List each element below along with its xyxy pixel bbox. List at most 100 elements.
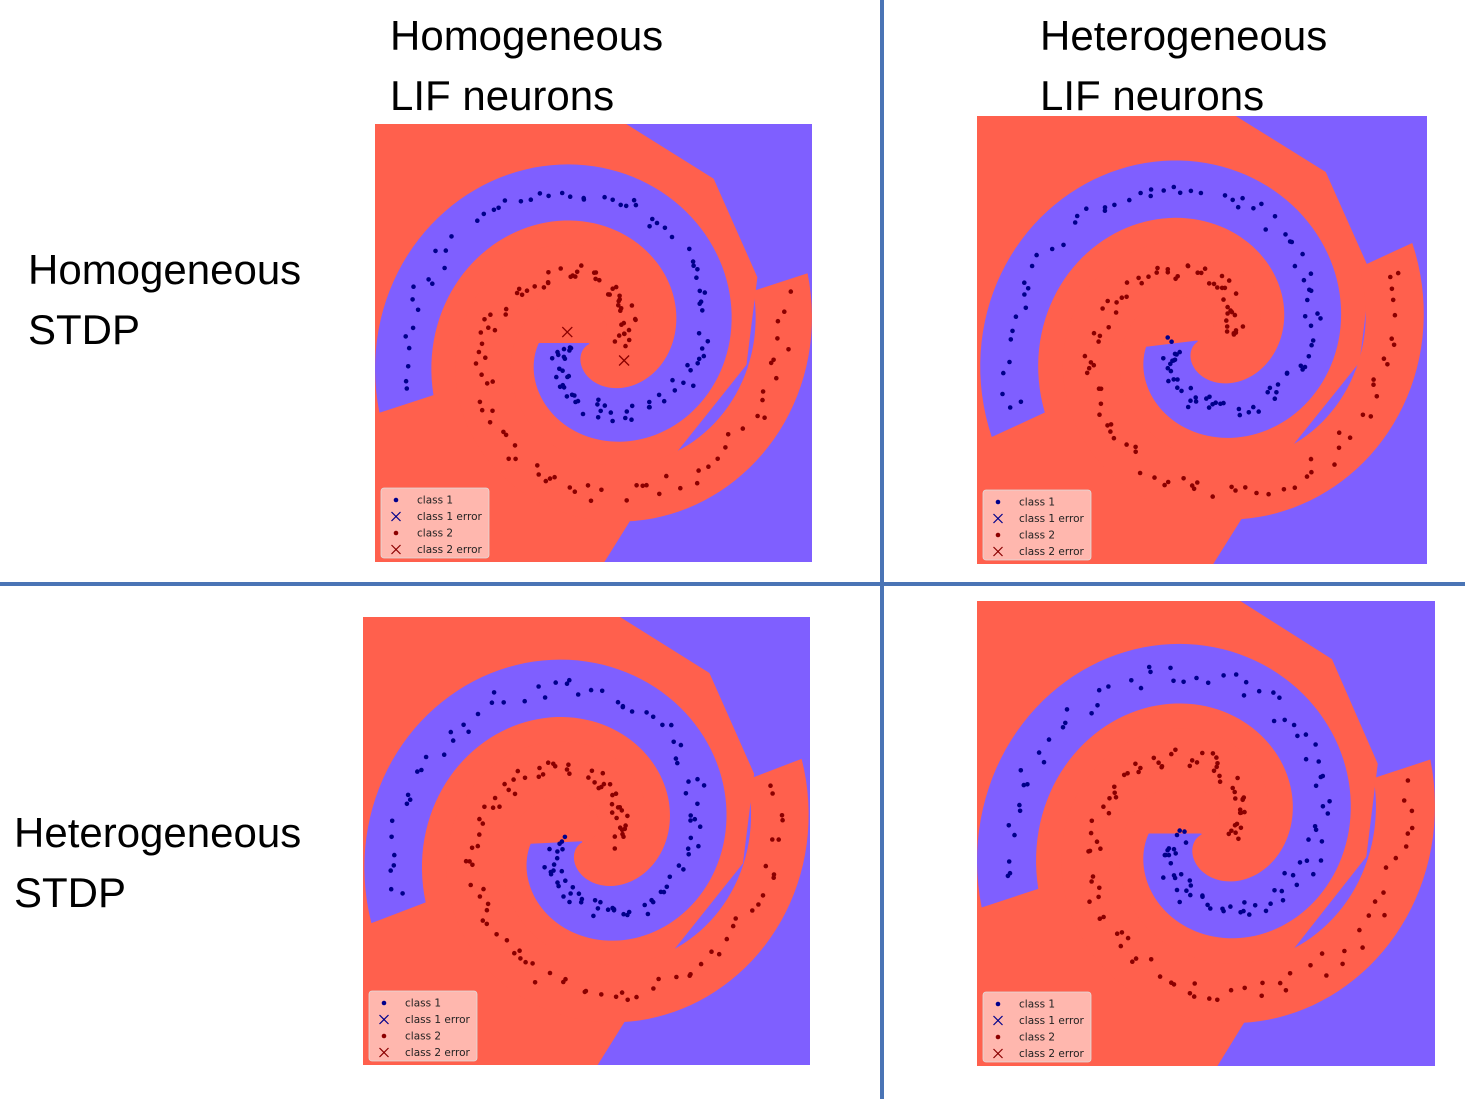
class1-point bbox=[491, 207, 497, 213]
class1-point bbox=[626, 909, 632, 915]
class2-point bbox=[1106, 325, 1111, 330]
class2-point bbox=[1368, 414, 1374, 419]
class1-point bbox=[1018, 768, 1024, 773]
class1-point bbox=[1247, 912, 1252, 917]
class1-point bbox=[1102, 208, 1108, 213]
class1-point bbox=[1272, 396, 1278, 402]
class2-point bbox=[1098, 401, 1104, 407]
class2-point bbox=[1405, 778, 1411, 783]
class1-point bbox=[557, 366, 562, 372]
class2-point bbox=[1347, 435, 1353, 441]
class2-point bbox=[1125, 935, 1131, 941]
class1-point bbox=[1306, 837, 1311, 842]
class1-point bbox=[595, 906, 601, 911]
class2-point bbox=[1391, 342, 1397, 348]
class2-point bbox=[1187, 763, 1193, 769]
class2-point bbox=[487, 420, 493, 425]
class2-point bbox=[1382, 912, 1387, 918]
class1-point bbox=[598, 408, 603, 414]
class2-point bbox=[629, 303, 635, 308]
class2-point bbox=[776, 837, 781, 842]
class2-error-marker bbox=[561, 326, 573, 338]
class2-point bbox=[1224, 329, 1230, 334]
class1-point bbox=[423, 754, 429, 760]
class1-point bbox=[1272, 214, 1278, 219]
class1-point bbox=[450, 738, 456, 743]
class2-point bbox=[694, 480, 700, 486]
class2-point bbox=[771, 875, 776, 880]
class2-point bbox=[623, 343, 628, 349]
class2-point bbox=[490, 805, 496, 810]
class1-point bbox=[442, 265, 447, 271]
class1-point bbox=[501, 700, 506, 705]
class2-point bbox=[536, 774, 542, 780]
class2-point bbox=[469, 845, 475, 851]
class1-point bbox=[1182, 829, 1187, 834]
class2-point bbox=[483, 355, 488, 360]
class2-point bbox=[1211, 768, 1217, 774]
class1-point bbox=[1313, 742, 1318, 747]
class2-point bbox=[585, 483, 591, 488]
class2-point bbox=[1366, 913, 1372, 918]
class1-point bbox=[392, 852, 397, 858]
class2-point bbox=[723, 445, 728, 450]
class1-point bbox=[1060, 725, 1066, 730]
class2-point bbox=[634, 994, 639, 1000]
class2-point bbox=[1101, 914, 1106, 920]
class1-point bbox=[1168, 361, 1173, 367]
class2-point bbox=[1159, 764, 1164, 770]
class2-point bbox=[1137, 470, 1143, 476]
class2-point bbox=[477, 399, 483, 405]
class2-point bbox=[750, 908, 755, 913]
class1-point bbox=[1148, 187, 1154, 192]
class2-point bbox=[1105, 423, 1110, 428]
class1-point bbox=[1174, 352, 1179, 357]
class2-point bbox=[1101, 804, 1106, 809]
class2-point bbox=[1133, 761, 1138, 767]
class1-point bbox=[1173, 851, 1178, 856]
class1-point bbox=[537, 191, 543, 196]
class1-point bbox=[1297, 860, 1303, 865]
class2-point bbox=[1169, 751, 1174, 757]
class1-point bbox=[1282, 870, 1287, 876]
legend-class1-marker bbox=[995, 499, 1001, 505]
class1-point bbox=[671, 739, 676, 745]
class2-point bbox=[513, 456, 518, 462]
class2-point bbox=[1228, 987, 1234, 993]
class2-point bbox=[593, 270, 599, 275]
class2-point bbox=[1388, 274, 1393, 280]
class2-point bbox=[547, 970, 553, 976]
class2-point bbox=[1243, 485, 1248, 490]
class1-point bbox=[1089, 711, 1094, 716]
class2-point bbox=[1342, 948, 1347, 954]
legend-class2-label: class 2 bbox=[1019, 1032, 1055, 1044]
class2-point bbox=[1233, 291, 1239, 296]
class2-point bbox=[573, 274, 578, 279]
class2-point bbox=[1165, 270, 1171, 275]
legend-class2-marker bbox=[995, 1034, 1001, 1040]
class2-point bbox=[612, 339, 618, 344]
class1-point bbox=[581, 197, 587, 202]
class2-point bbox=[1086, 365, 1092, 371]
class2-point bbox=[640, 483, 645, 489]
class1-point bbox=[559, 868, 565, 874]
class1-point bbox=[549, 356, 555, 361]
class2-point bbox=[1146, 274, 1151, 279]
class2-point bbox=[541, 285, 547, 290]
class2-point bbox=[1210, 751, 1216, 756]
class2-point bbox=[479, 407, 485, 413]
class2-point bbox=[1082, 353, 1088, 359]
class2-point bbox=[1389, 336, 1394, 341]
class2-point bbox=[552, 764, 558, 769]
class1-point bbox=[688, 813, 693, 818]
class1-point bbox=[605, 907, 611, 912]
legend-class1-label: class 1 bbox=[405, 998, 441, 1010]
class2-point bbox=[1215, 761, 1220, 766]
class1-point bbox=[1025, 782, 1030, 787]
class2-point bbox=[1091, 330, 1097, 336]
class2-point bbox=[1136, 769, 1141, 775]
class1-point bbox=[681, 380, 686, 386]
class1-point bbox=[623, 415, 628, 421]
class2-point bbox=[1319, 951, 1325, 956]
legend-class1-marker bbox=[393, 497, 399, 503]
